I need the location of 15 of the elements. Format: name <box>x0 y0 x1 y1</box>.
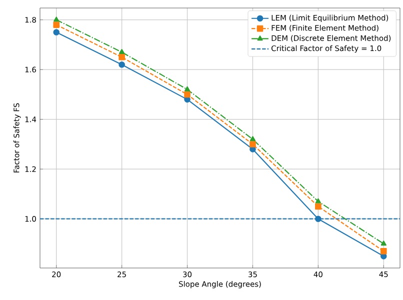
point <box>250 141 256 148</box>
point <box>250 136 256 142</box>
point <box>184 86 190 92</box>
point <box>315 203 322 210</box>
point <box>380 240 386 246</box>
point <box>119 49 125 54</box>
point <box>315 198 321 204</box>
point <box>118 54 125 60</box>
point <box>54 16 60 22</box>
point <box>118 61 125 68</box>
point <box>315 216 322 222</box>
point <box>184 91 190 98</box>
point <box>53 29 60 36</box>
point <box>53 22 60 28</box>
point <box>380 248 387 254</box>
